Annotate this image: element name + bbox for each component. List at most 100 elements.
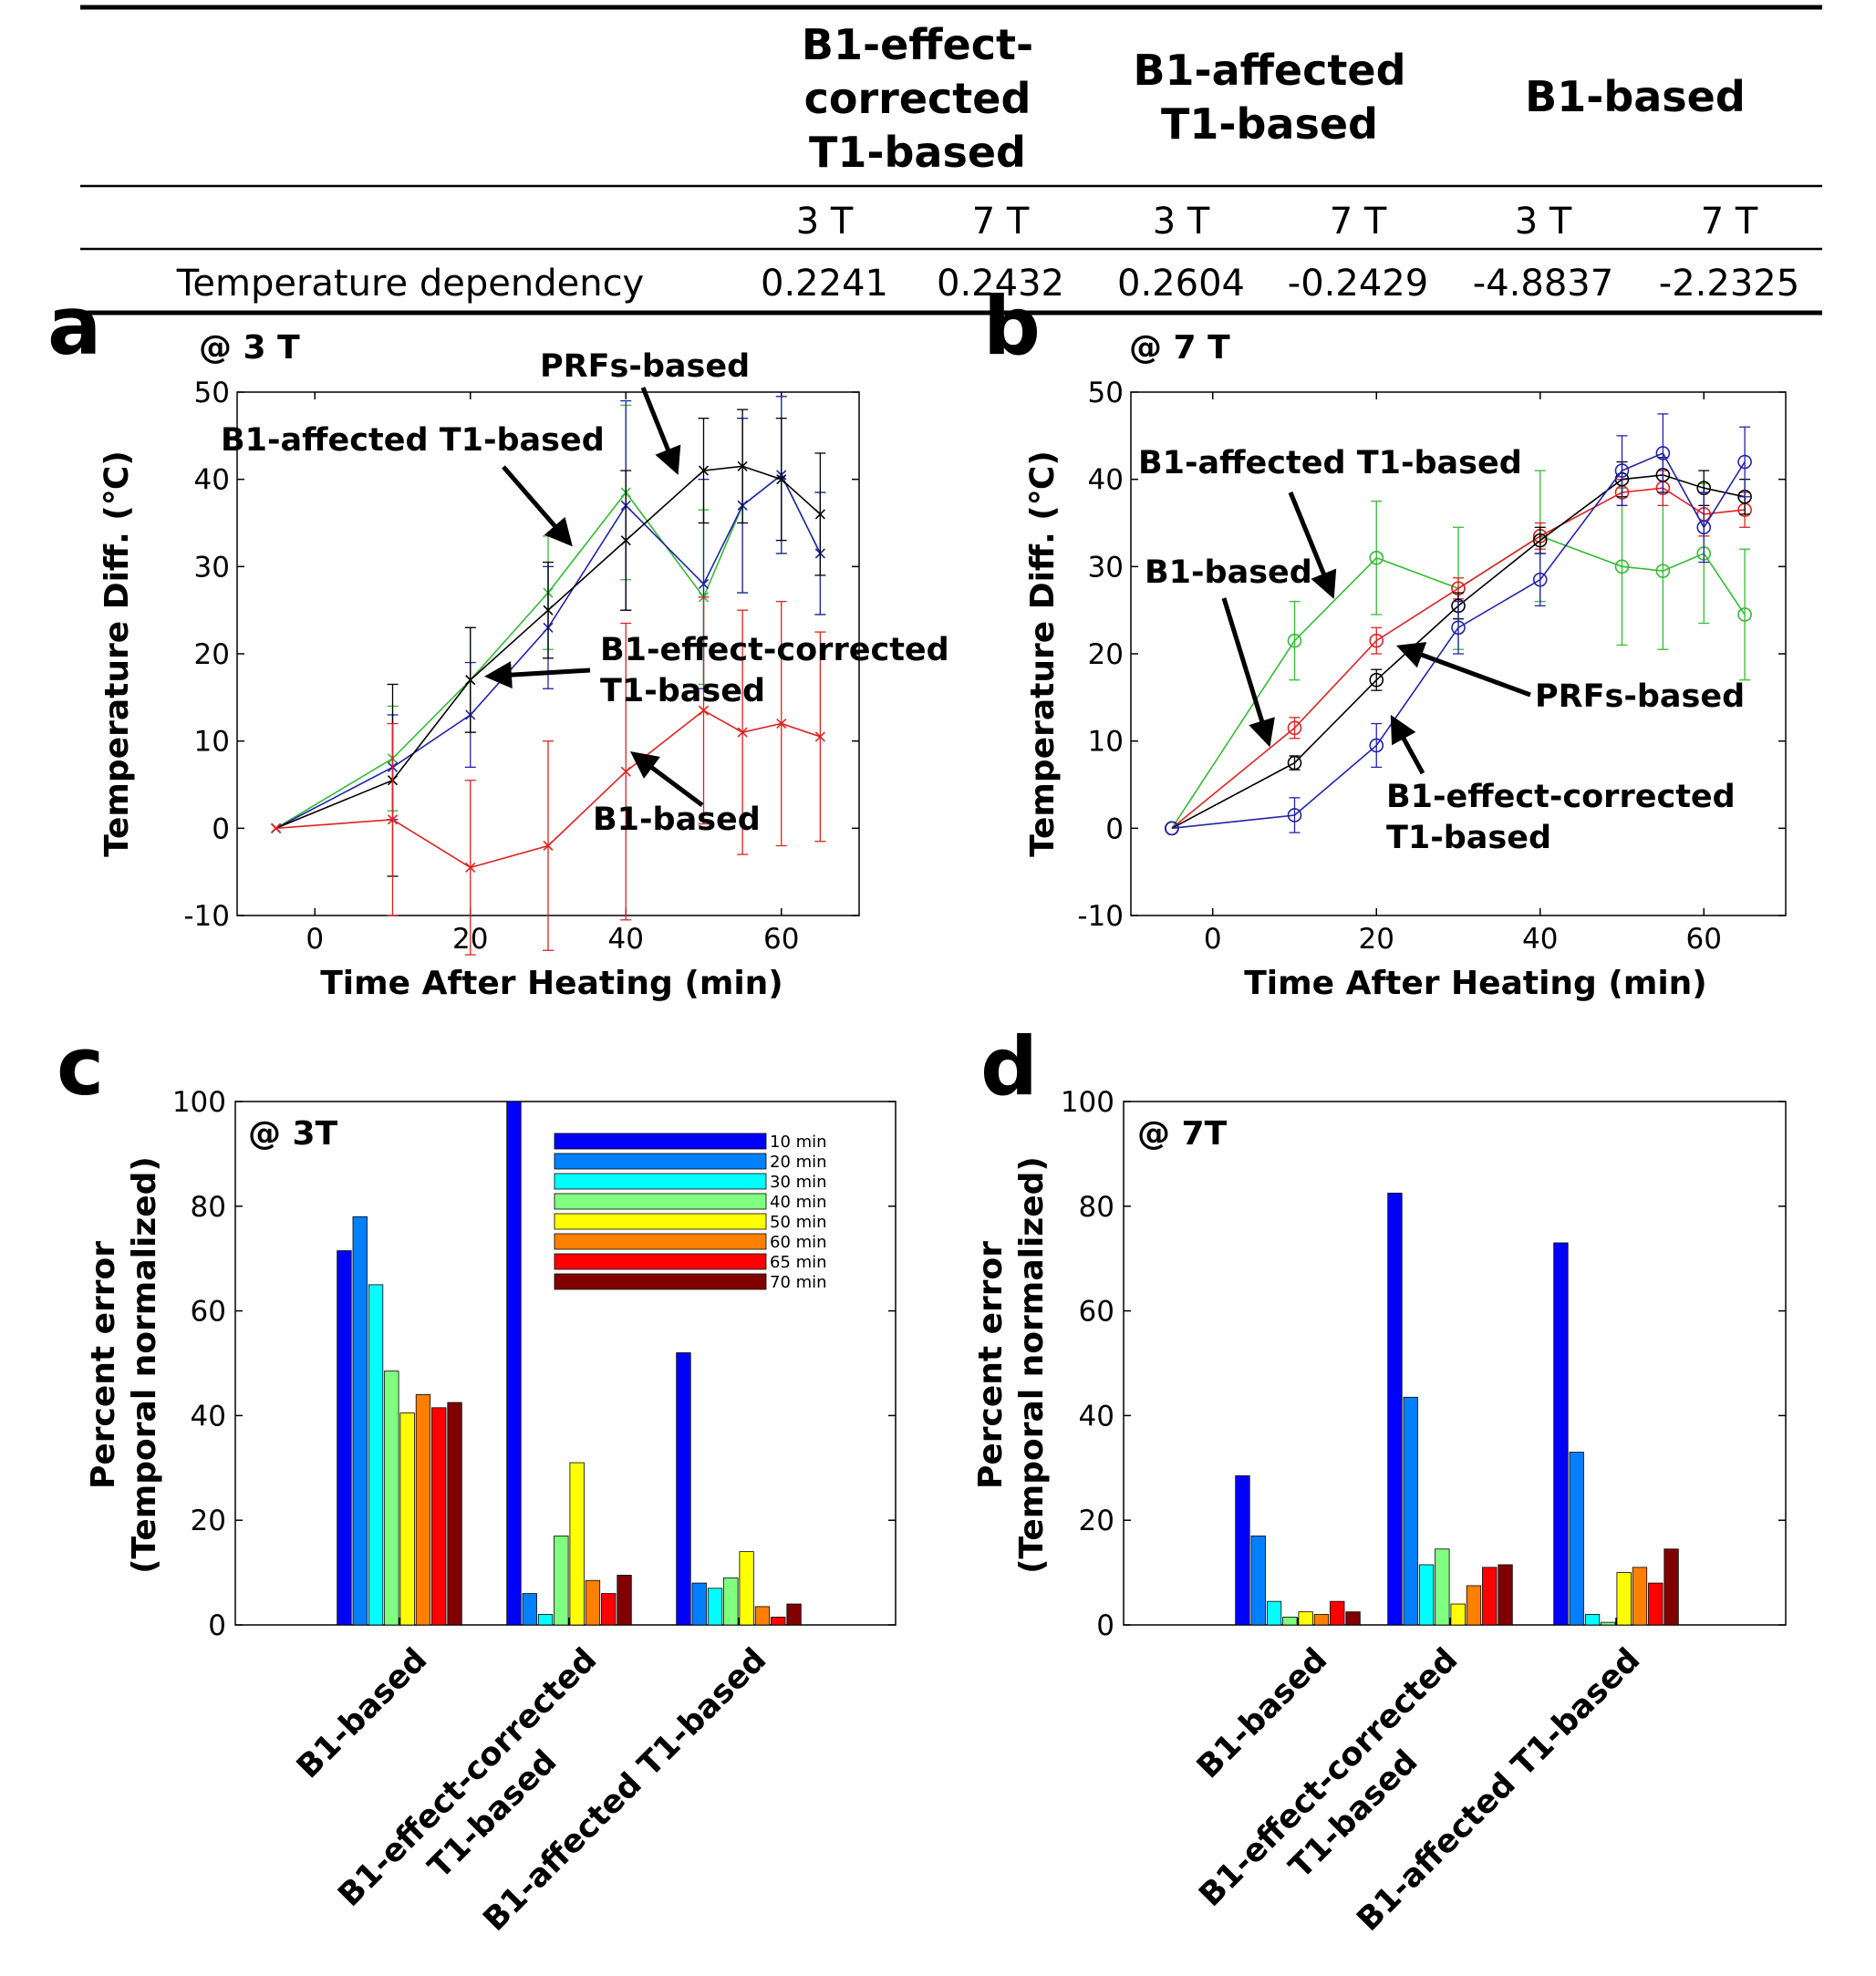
bar (1235, 1475, 1250, 1626)
bar (786, 1603, 802, 1626)
y-tick-label: 10 (1088, 726, 1124, 759)
legend-swatch (554, 1253, 767, 1270)
row-value: 0.2241 (761, 263, 888, 305)
row-label: Temperature dependency (176, 263, 644, 305)
panel-label-b: b (983, 279, 1041, 373)
bar (676, 1352, 691, 1626)
x-tick-label: 60 (763, 923, 799, 956)
annotation-prfs: PRFs-based (540, 348, 750, 385)
y-tick-label: 40 (1079, 1400, 1114, 1433)
data-point (1655, 564, 1671, 578)
series-marks (271, 396, 826, 956)
data-point (698, 705, 710, 716)
bar (1435, 1548, 1450, 1626)
header-corrected-line3: T1-based (809, 128, 1026, 177)
x-axis-label: Time After Heating (min) (320, 965, 783, 1002)
chart-b-7T-line: 0 20 40 60 -10 0 10 20 30 40 50 @ 7 T Time After H… (1024, 329, 1787, 1002)
annotation-arrow (640, 387, 681, 475)
y-tick-label: 0 (212, 812, 230, 845)
bar (617, 1575, 632, 1626)
data-point (776, 718, 787, 729)
y-axis-label: Temperature Diff. (℃) (1024, 450, 1062, 857)
annotation-corrected-line1: B1-effect-corrected (1386, 779, 1736, 815)
bar (707, 1588, 723, 1626)
legend-label: 40 min (770, 1193, 827, 1212)
y-tick-label: 20 (1079, 1505, 1114, 1537)
annotation-corrected-line1: B1-effect-corrected (600, 632, 949, 668)
chart-title: @ 3T (248, 1115, 338, 1153)
legend-swatch (554, 1213, 767, 1230)
row-value: -2.2325 (1659, 263, 1799, 305)
annotation-affected: B1-affected T1-based (221, 422, 605, 459)
bar (1387, 1193, 1403, 1626)
bar (522, 1593, 537, 1626)
data-point (1369, 550, 1384, 565)
annotation-arrow (1288, 491, 1337, 599)
x-tick-label: 40 (1522, 923, 1558, 956)
data-point (1737, 454, 1752, 470)
header-b1based: B1-based (1525, 72, 1746, 121)
bar (754, 1606, 771, 1626)
bar (1345, 1611, 1361, 1626)
legend-swatch (554, 1193, 767, 1210)
data-point (1287, 808, 1302, 822)
y-tick-label: 0 (208, 1609, 226, 1642)
data-point (814, 509, 825, 520)
data-point (620, 766, 631, 777)
bar (739, 1551, 754, 1626)
data-point (620, 535, 631, 546)
x-tick-label: 0 (306, 923, 324, 956)
data-point (698, 578, 710, 590)
bar (1498, 1564, 1513, 1626)
bar (1403, 1396, 1418, 1626)
legend-swatch (554, 1153, 767, 1170)
field-label: 7 T (972, 201, 1030, 243)
y-axis-label: Temperature Diff. (℃) (98, 450, 136, 857)
y-tick-label: 80 (191, 1191, 226, 1224)
y-tick-label: 40 (194, 464, 230, 497)
chart-c-3T-bar: 0 20 40 60 80 100 @ 3T Percent error (Tempora… (85, 1086, 897, 1939)
bar (554, 1536, 569, 1626)
category-labels: B1-based B1-effect-corrected T1-based B1… (1190, 1641, 1647, 1939)
bar-marks (1235, 1193, 1679, 1626)
data-point (1451, 620, 1466, 636)
bar-marks (337, 1101, 802, 1626)
plot-frame (1123, 1101, 1787, 1626)
data-point (543, 840, 554, 852)
annotation-arrow (629, 751, 704, 808)
data-point (1614, 463, 1630, 478)
y-tick-label: 100 (1061, 1086, 1114, 1119)
bar (337, 1250, 352, 1626)
data-point (271, 822, 282, 833)
y-tick-label: 20 (194, 638, 230, 671)
header-affected-line1: B1-affected (1133, 46, 1405, 95)
data-point (1737, 607, 1752, 622)
data-point (776, 474, 787, 485)
data-point (465, 675, 476, 686)
bar (431, 1407, 447, 1626)
legend-label: 60 min (770, 1233, 827, 1252)
bar (691, 1582, 707, 1626)
y-axis-label-line1: Percent error (85, 1241, 122, 1489)
y-tick-label: 0 (1105, 812, 1124, 845)
chart-d-7T-bar: 0 20 40 60 80 100 @ 7T Percent error (Tempora… (972, 1086, 1787, 1939)
bar (399, 1412, 415, 1626)
y-tick-label: 30 (1088, 551, 1124, 584)
y-tick-label: 30 (194, 551, 230, 584)
legend-label: 30 min (770, 1173, 827, 1192)
bar (415, 1394, 431, 1626)
axes: 0 20 40 60 80 100 (1061, 1086, 1786, 1642)
y-tick-label: -10 (1077, 900, 1124, 933)
annotation-corrected-line2: T1-based (1386, 820, 1551, 856)
header-affected-line2: T1-based (1161, 99, 1378, 149)
data-point (1369, 738, 1384, 753)
chart-title: @ 7T (1137, 1115, 1228, 1153)
panel-label-a: a (47, 279, 101, 373)
data-point (1369, 633, 1384, 648)
legend-label: 20 min (770, 1153, 827, 1172)
legend-swatch (554, 1233, 767, 1250)
y-axis-label-line2: (Temporal normalized) (126, 1156, 163, 1574)
annotations: B1-affected T1-based B1-based PRFs-based… (1138, 445, 1745, 856)
annotation-arrow (1221, 597, 1275, 748)
